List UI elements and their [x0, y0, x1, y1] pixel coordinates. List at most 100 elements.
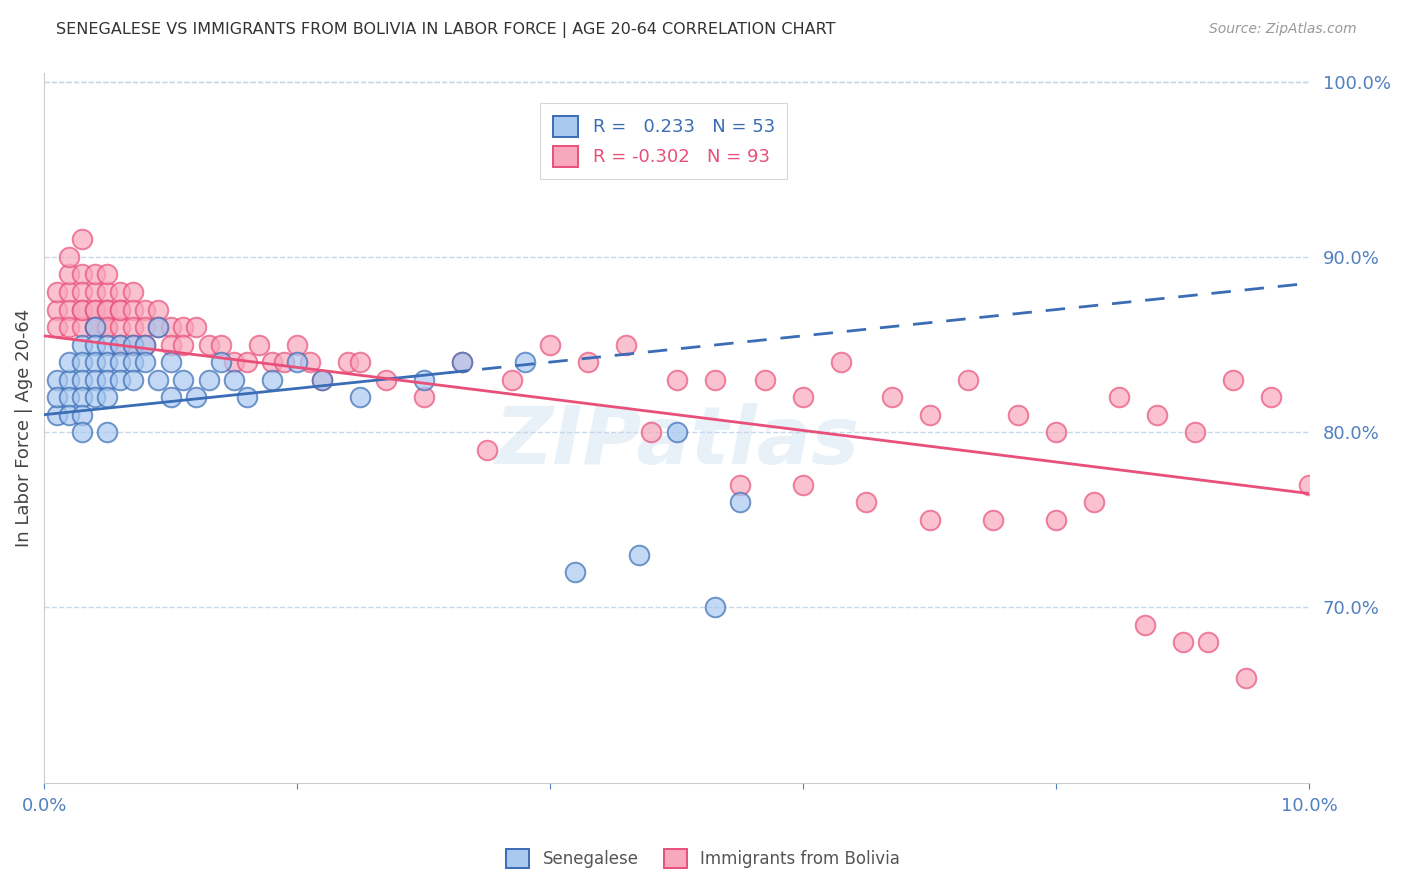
Point [146, 373, 169, 387]
Point [450, 355, 472, 369]
Point [58, 373, 80, 387]
Point [184, 390, 207, 404]
Point [96, 390, 118, 404]
Point [58, 355, 80, 369]
Point [108, 302, 131, 317]
Point [134, 337, 156, 351]
Legend: R =   0.233   N = 53, R = -0.302   N = 93: R = 0.233 N = 53, R = -0.302 N = 93 [540, 103, 787, 179]
Point [121, 320, 143, 334]
Point [96, 425, 118, 440]
Point [58, 268, 80, 282]
Point [70, 337, 93, 351]
Point [45, 320, 67, 334]
Point [70, 302, 93, 317]
Point [1045, 425, 1067, 440]
Point [172, 320, 194, 334]
Point [564, 566, 586, 580]
Point [108, 337, 131, 351]
Point [501, 373, 523, 387]
Point [58, 408, 80, 422]
Point [184, 320, 207, 334]
Point [58, 390, 80, 404]
Legend: Senegalese, Immigrants from Bolivia: Senegalese, Immigrants from Bolivia [499, 842, 907, 875]
Point [108, 302, 131, 317]
Point [45, 373, 67, 387]
Y-axis label: In Labor Force | Age 20-64: In Labor Force | Age 20-64 [15, 309, 32, 547]
Point [918, 513, 941, 527]
Point [1222, 373, 1244, 387]
Point [108, 355, 131, 369]
Point [728, 495, 751, 509]
Point [792, 477, 814, 491]
Point [855, 495, 877, 509]
Point [1184, 425, 1206, 440]
Point [96, 355, 118, 369]
Point [285, 337, 308, 351]
Point [159, 337, 181, 351]
Point [172, 337, 194, 351]
Point [108, 337, 131, 351]
Point [83, 390, 105, 404]
Point [146, 320, 169, 334]
Point [374, 373, 396, 387]
Text: SENEGALESE VS IMMIGRANTS FROM BOLIVIA IN LABOR FORCE | AGE 20-64 CORRELATION CHA: SENEGALESE VS IMMIGRANTS FROM BOLIVIA IN… [56, 22, 835, 38]
Point [121, 355, 143, 369]
Point [336, 355, 359, 369]
Point [83, 320, 105, 334]
Point [627, 548, 650, 562]
Point [134, 337, 156, 351]
Point [1146, 408, 1168, 422]
Point [108, 320, 131, 334]
Point [70, 268, 93, 282]
Point [665, 373, 688, 387]
Point [134, 355, 156, 369]
Point [96, 302, 118, 317]
Point [121, 285, 143, 299]
Point [45, 302, 67, 317]
Point [96, 373, 118, 387]
Text: ZIPatlas: ZIPatlas [494, 403, 859, 481]
Point [412, 373, 434, 387]
Point [918, 408, 941, 422]
Point [247, 337, 270, 351]
Point [880, 390, 903, 404]
Point [83, 355, 105, 369]
Point [260, 355, 283, 369]
Point [513, 355, 536, 369]
Point [70, 390, 93, 404]
Point [665, 425, 688, 440]
Point [311, 373, 333, 387]
Point [1197, 635, 1219, 649]
Point [349, 390, 371, 404]
Point [83, 302, 105, 317]
Point [121, 302, 143, 317]
Point [96, 285, 118, 299]
Point [96, 320, 118, 334]
Point [108, 373, 131, 387]
Point [58, 250, 80, 264]
Point [222, 355, 245, 369]
Point [576, 355, 599, 369]
Point [235, 390, 257, 404]
Point [58, 285, 80, 299]
Point [70, 425, 93, 440]
Point [70, 373, 93, 387]
Point [640, 425, 662, 440]
Point [1171, 635, 1194, 649]
Point [83, 320, 105, 334]
Point [298, 355, 321, 369]
Point [1234, 671, 1257, 685]
Point [703, 600, 725, 615]
Point [538, 337, 561, 351]
Point [45, 285, 67, 299]
Point [1108, 390, 1130, 404]
Point [96, 320, 118, 334]
Point [1007, 408, 1029, 422]
Point [1083, 495, 1105, 509]
Point [285, 355, 308, 369]
Point [45, 390, 67, 404]
Point [197, 373, 219, 387]
Point [121, 337, 143, 351]
Point [45, 408, 67, 422]
Point [614, 337, 637, 351]
